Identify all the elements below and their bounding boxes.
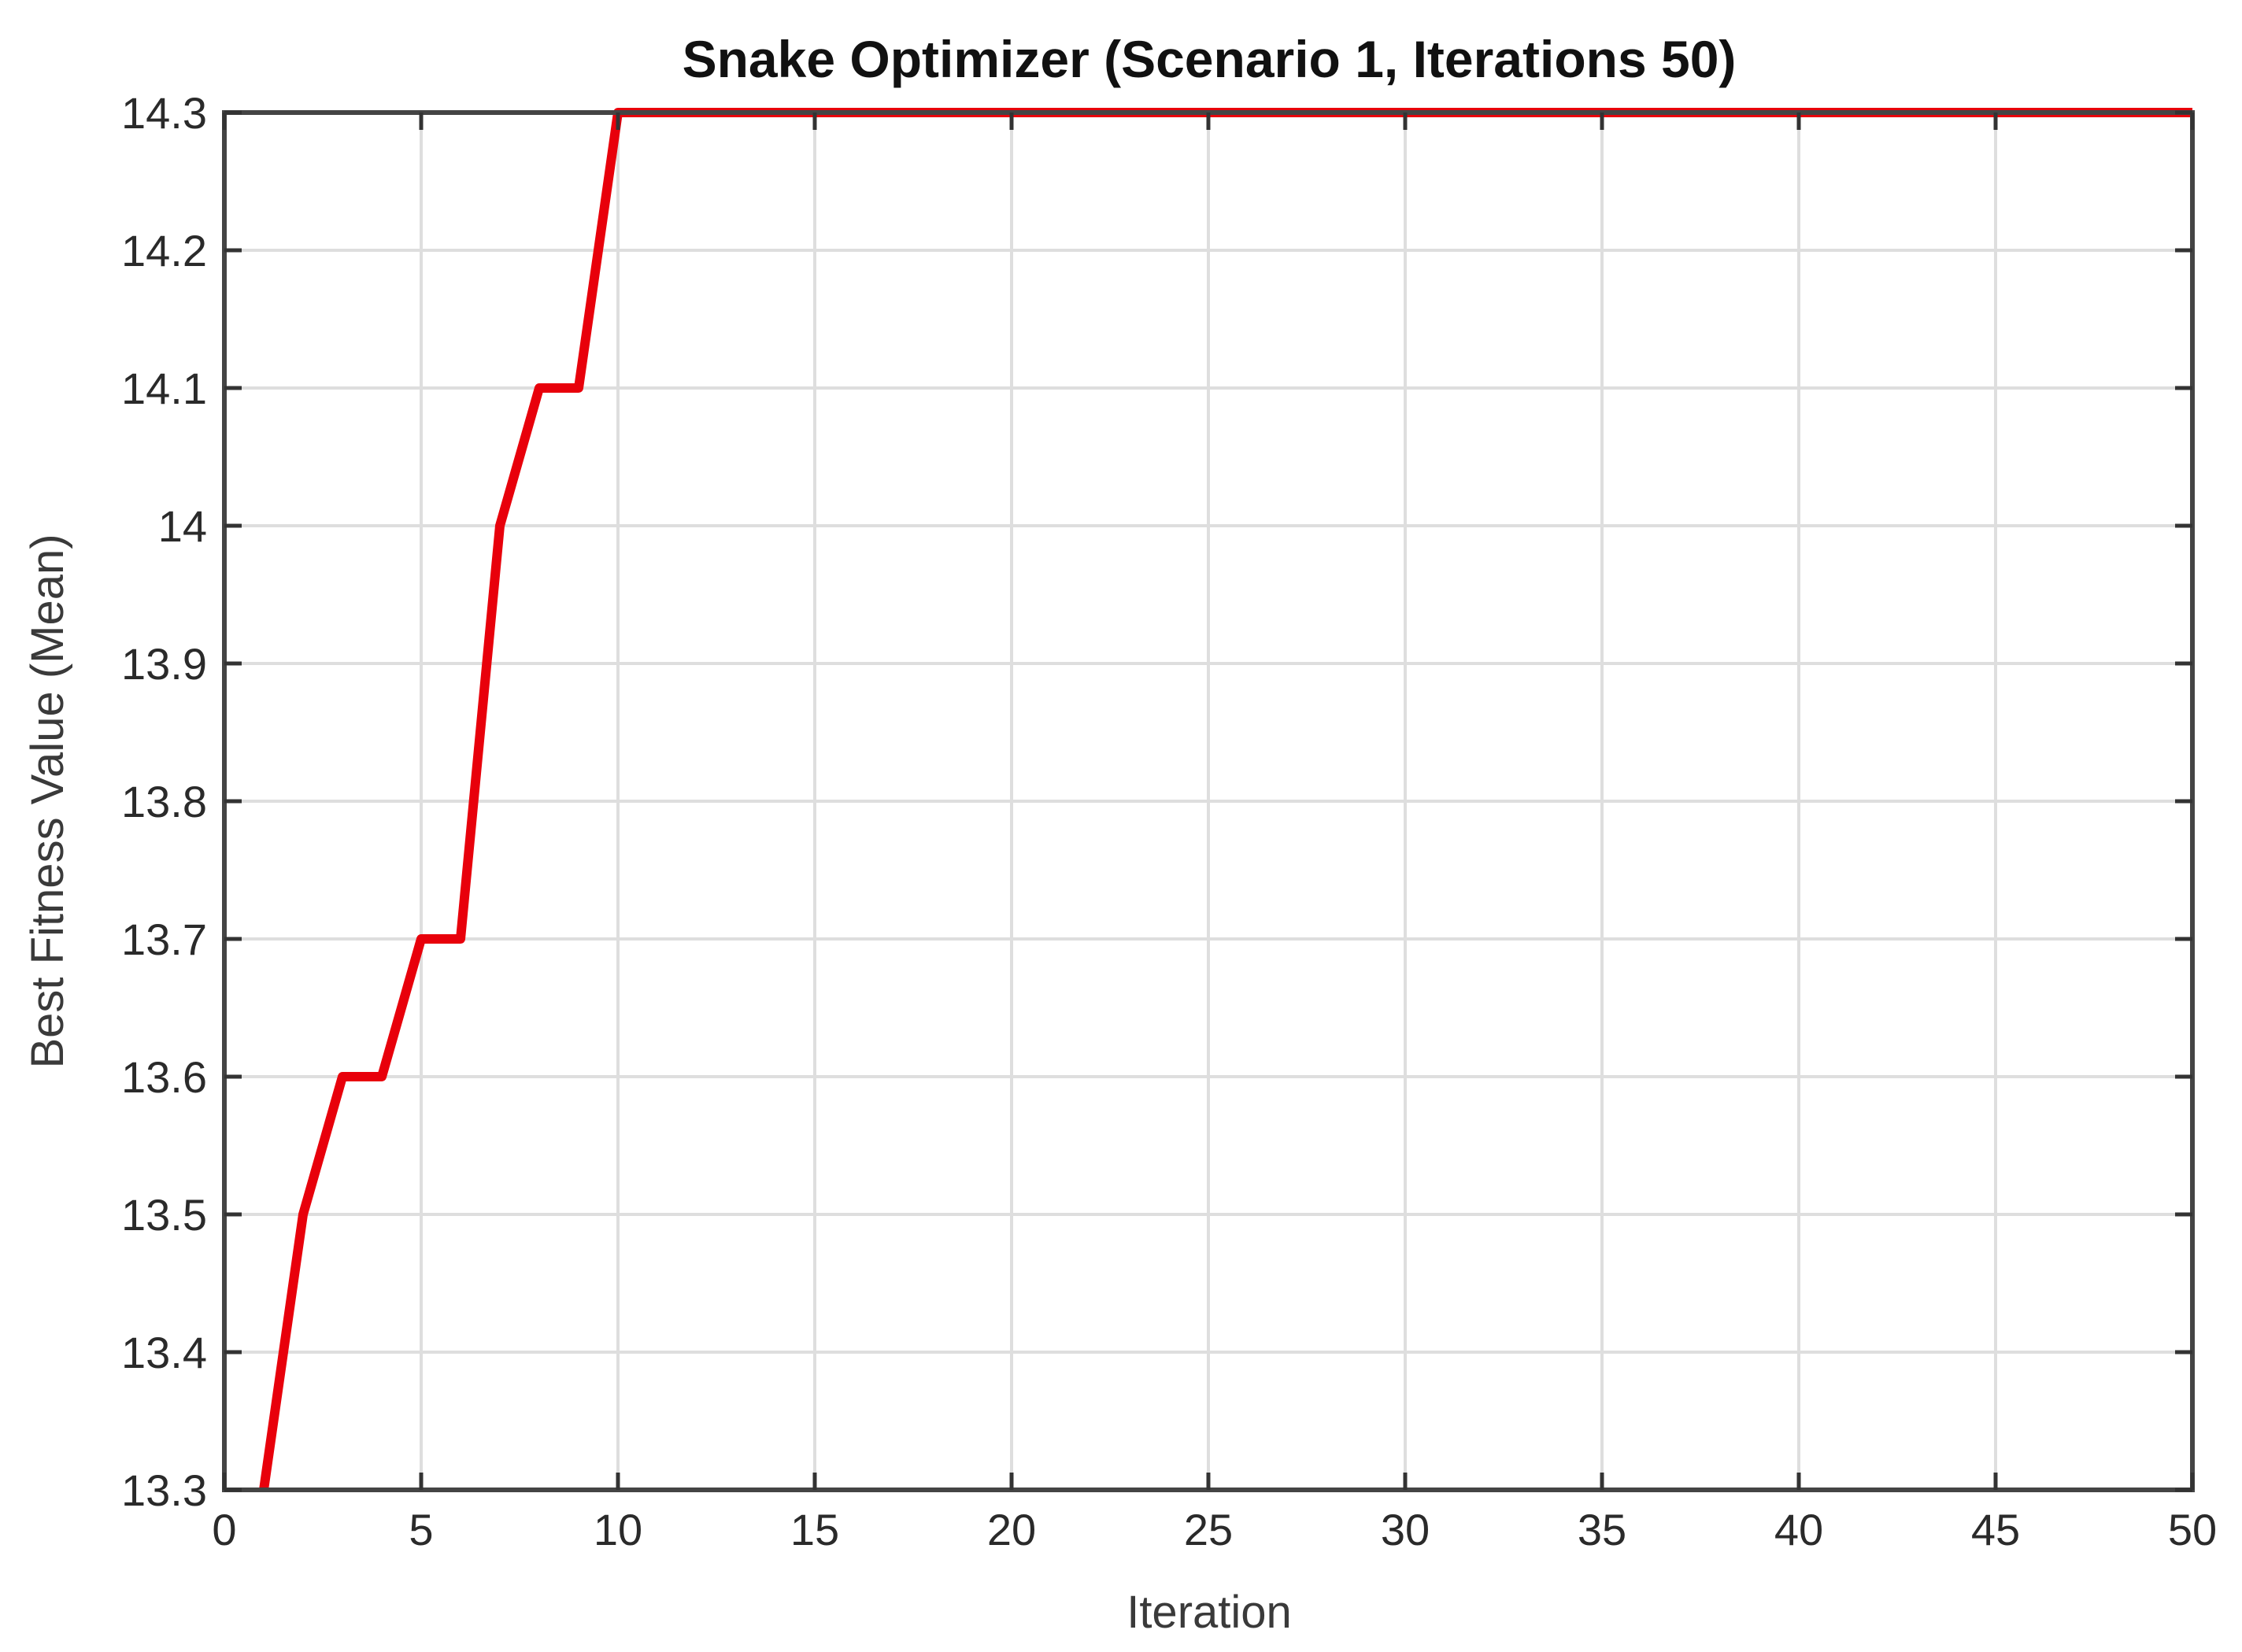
y-tick-label: 13.9 [121, 639, 207, 689]
x-tick-label: 25 [1184, 1505, 1233, 1554]
y-tick-label: 14.3 [121, 88, 207, 138]
x-axis-label: Iteration [1127, 1587, 1292, 1638]
x-tick-label: 10 [594, 1505, 642, 1554]
y-tick-label: 13.4 [121, 1328, 207, 1377]
y-tick-label: 13.6 [121, 1052, 207, 1102]
y-tick-label: 13.8 [121, 777, 207, 826]
axis-ticks [222, 110, 2195, 1492]
y-tick-label: 14.1 [121, 364, 207, 413]
x-tick-label: 20 [987, 1505, 1036, 1554]
x-tick-label: 15 [790, 1505, 839, 1554]
y-tick-label: 13.7 [121, 915, 207, 964]
y-tick-label: 13.5 [121, 1190, 207, 1240]
x-tick-label: 35 [1578, 1505, 1626, 1554]
grid-lines [223, 111, 2194, 1491]
x-tick-label: 45 [1971, 1505, 2020, 1554]
x-tick-label: 30 [1381, 1505, 1430, 1554]
chart-title: Snake Optimizer (Scenario 1, Iterations … [683, 30, 1737, 88]
x-tick-label: 40 [1774, 1505, 1823, 1554]
x-tick-label: 0 [212, 1505, 236, 1554]
x-tick-label: 5 [409, 1505, 433, 1554]
y-tick-label: 14 [158, 501, 207, 551]
y-axis-label: Best Fitness Value (Mean) [22, 534, 73, 1068]
x-tick-labels: 0 5 10 15 20 25 30 35 40 45 50 [212, 1505, 2217, 1554]
y-tick-label: 13.3 [121, 1465, 207, 1515]
y-tick-labels: 13.3 13.4 13.5 13.6 13.7 13.8 13.9 14 14.1 14.2 14… [121, 88, 207, 1515]
x-tick-label: 50 [2168, 1505, 2217, 1554]
y-tick-label: 14.2 [121, 226, 207, 275]
